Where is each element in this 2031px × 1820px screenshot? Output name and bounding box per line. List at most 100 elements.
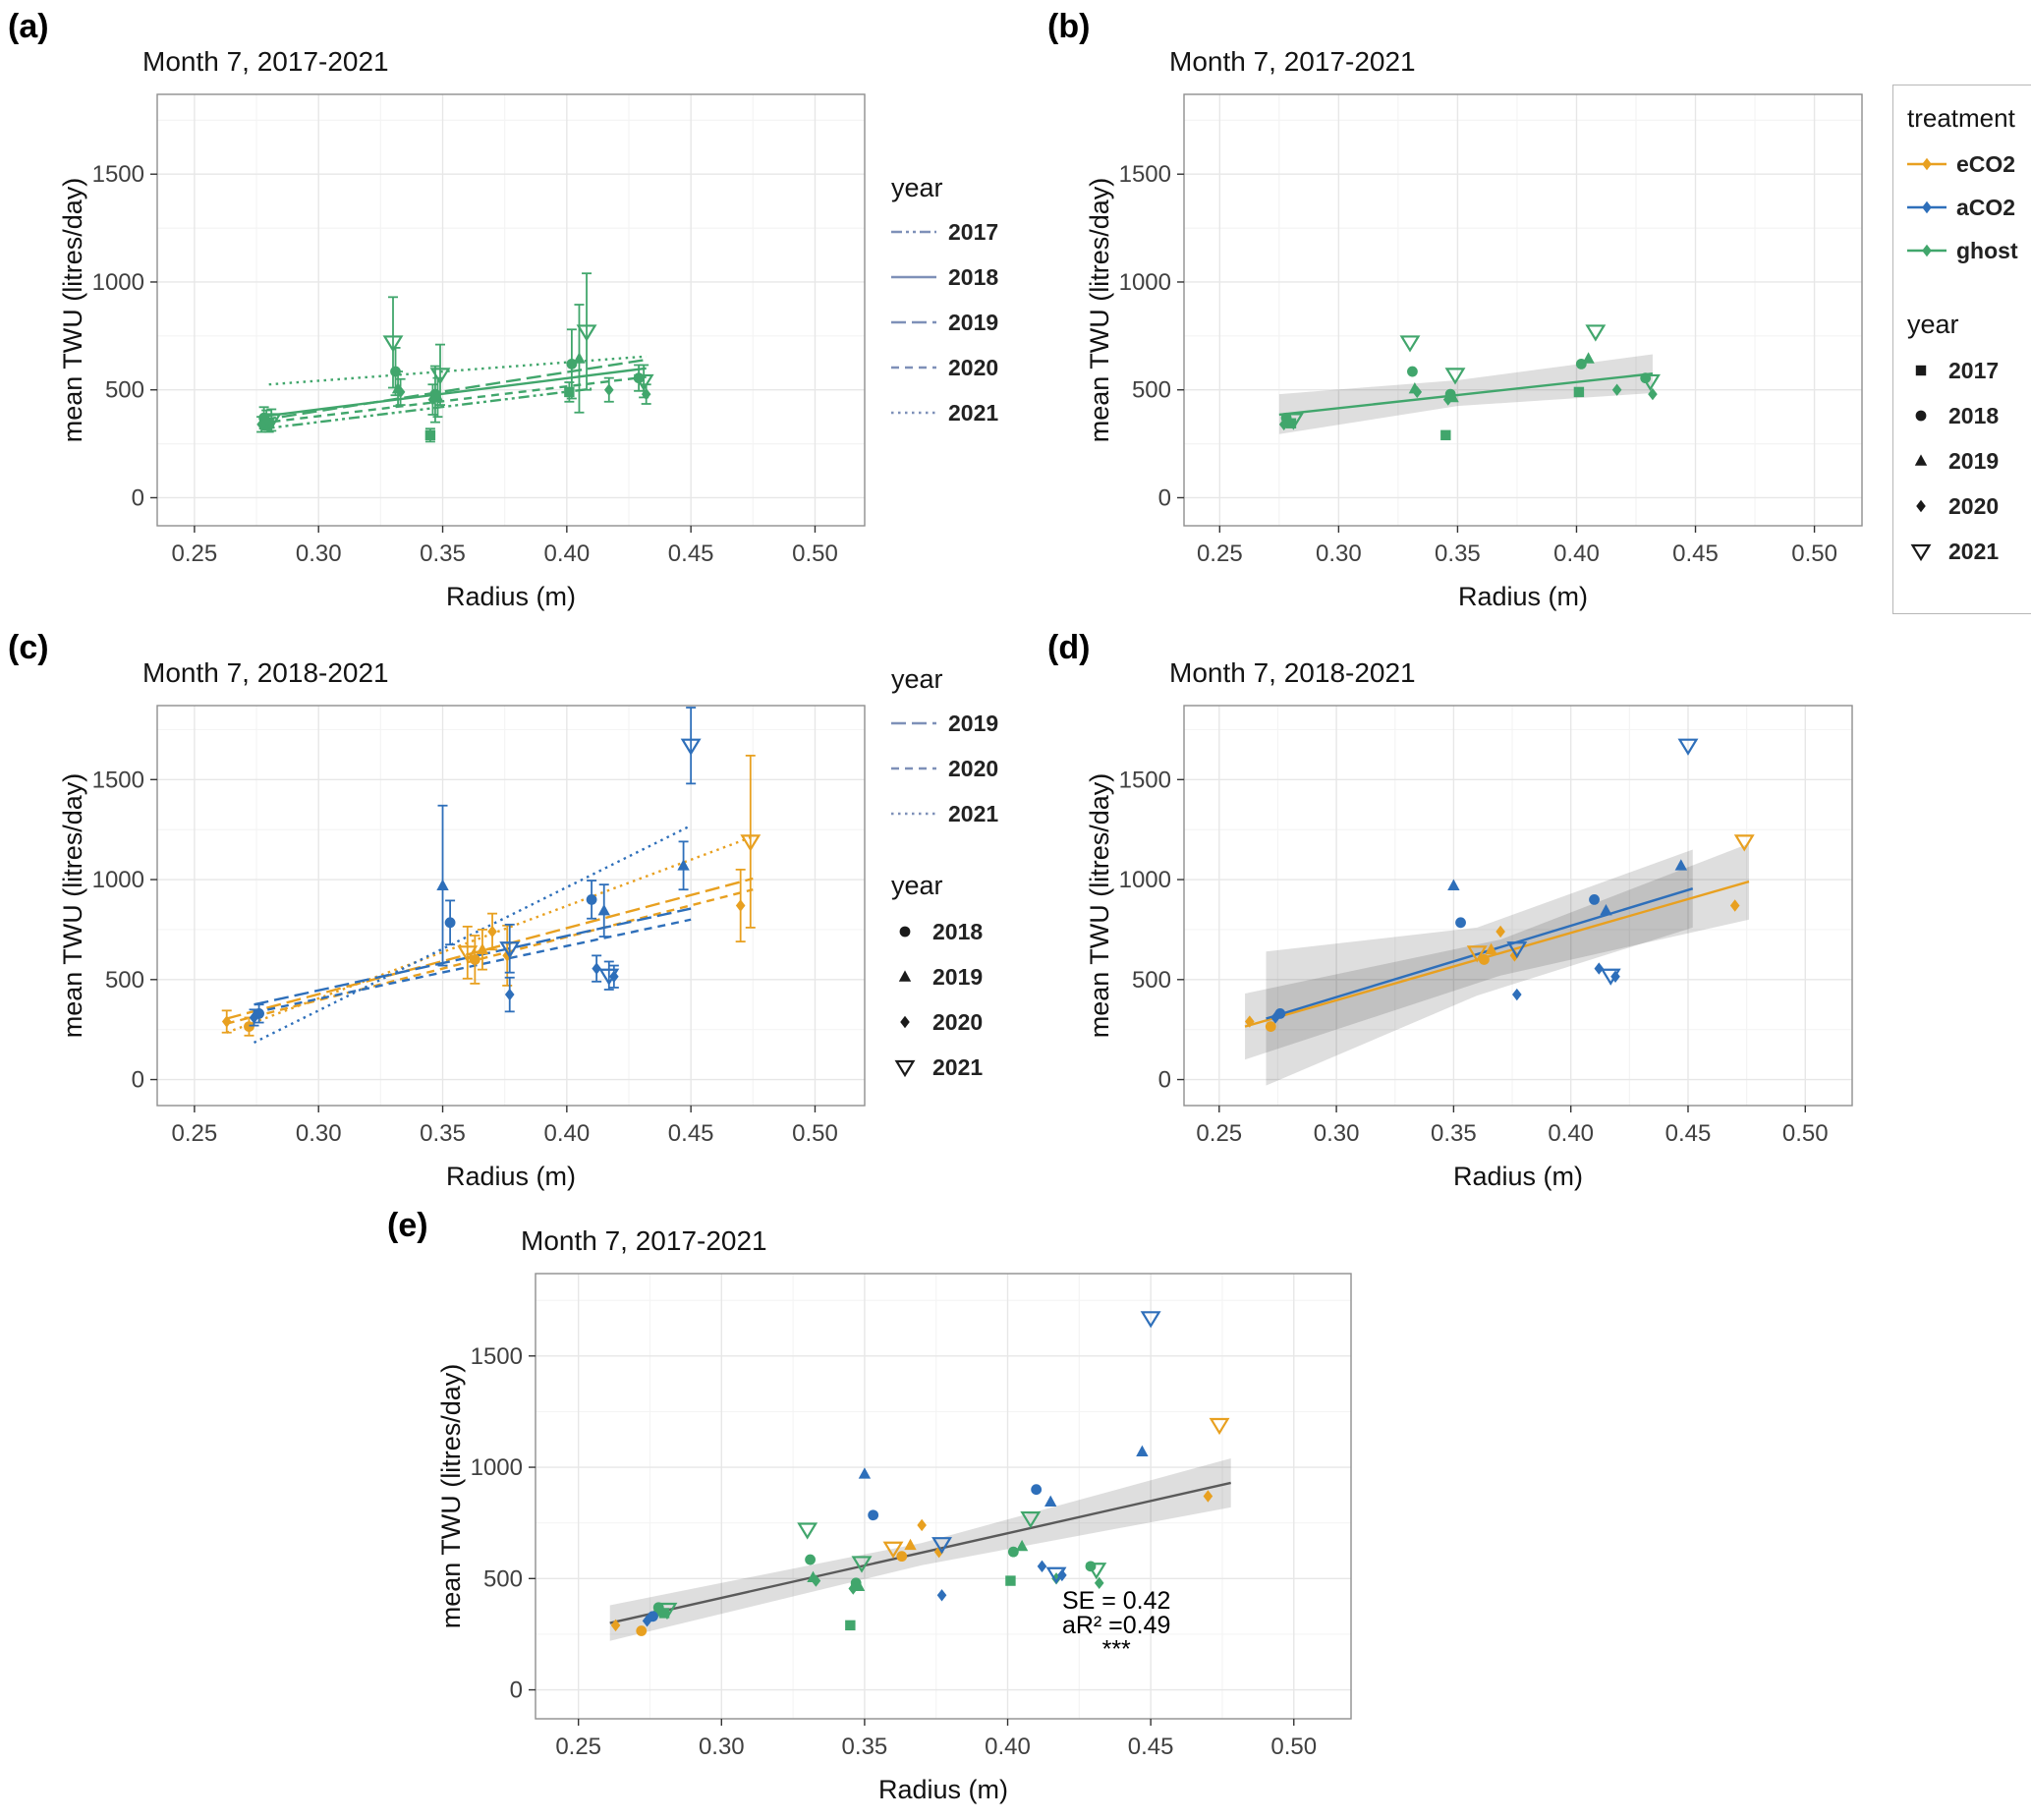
trend-line xyxy=(226,835,754,1034)
plot-border xyxy=(1183,705,1853,1107)
point-triangle-down-open xyxy=(1399,335,1421,353)
y-tick-label: 1000 xyxy=(471,1454,523,1481)
point-diamond xyxy=(917,1518,927,1532)
y-tick-label: 1000 xyxy=(92,269,144,296)
point-circle xyxy=(444,917,456,929)
point-triangle-down-open xyxy=(680,738,702,756)
stats-annotation: aR² =0.49 xyxy=(1062,1612,1171,1639)
x-axis-label: Radius (m) xyxy=(1458,582,1588,611)
point-square xyxy=(1440,429,1451,441)
point-diamond xyxy=(641,387,651,401)
point-diamond xyxy=(735,899,746,912)
point-triangle xyxy=(1136,1445,1149,1456)
y-tick-label: 1500 xyxy=(1119,767,1171,793)
trend-line xyxy=(609,1481,1231,1624)
series-aCO2-2021 xyxy=(1506,738,1699,986)
x-tick-label: 0.50 xyxy=(792,540,838,567)
y-tick-label: 0 xyxy=(510,1678,523,1704)
point-diamond xyxy=(933,1545,944,1559)
point-triangle-down-open xyxy=(894,1059,916,1078)
chart-panel-c: 0.25 0.30 0.35 0.40 0.45 0.50 0 500 1000 1500 Radi… xyxy=(54,649,879,1204)
series-eCO2-2019 xyxy=(476,929,489,971)
series-eCO2-2019 xyxy=(904,1538,917,1551)
point-triangle-down-open xyxy=(457,945,479,963)
y-tick-label: 1500 xyxy=(471,1343,523,1370)
point-triangle-down-open xyxy=(598,968,620,986)
point-triangle-down-open xyxy=(429,368,451,385)
trend-line xyxy=(1266,887,1694,1020)
point-diamond xyxy=(427,393,438,406)
panel-title: Month 7, 2017-2021 xyxy=(142,46,389,77)
legend-entry-label: 2018 xyxy=(932,919,983,944)
y-axis-label: mean TWU (litres/day) xyxy=(1085,178,1114,443)
point-triangle xyxy=(476,942,489,955)
trend-line xyxy=(253,825,692,1044)
legend-entry-label: 2021 xyxy=(1948,539,1999,564)
legend-title: year xyxy=(1907,310,1959,339)
plot-background xyxy=(536,1274,1351,1719)
point-diamond xyxy=(1922,157,1932,171)
legend-entry-label: 2020 xyxy=(948,756,998,781)
point-circle xyxy=(1031,1484,1043,1496)
point-triangle xyxy=(858,1467,872,1479)
series-aCO2-2021 xyxy=(931,1311,1161,1584)
point-triangle xyxy=(1485,942,1497,955)
trend-line xyxy=(254,918,692,1014)
series-eCO2-2020 xyxy=(1245,899,1740,1028)
legend-entry-label: 2021 xyxy=(932,1054,983,1080)
legend-entry-label: 2021 xyxy=(948,801,998,826)
series-ghost-2020 xyxy=(256,376,651,433)
point-circle xyxy=(805,1554,816,1565)
point-circle xyxy=(1455,917,1466,929)
x-tick-label: 0.50 xyxy=(792,1120,838,1147)
y-tick-label: 500 xyxy=(105,377,144,404)
x-tick-label: 0.45 xyxy=(1128,1734,1174,1760)
plot-border xyxy=(156,93,866,527)
point-triangle-down-open xyxy=(1444,368,1466,385)
legend-entry-label: 2019 xyxy=(1948,448,1999,474)
point-triangle-down-open xyxy=(576,324,597,342)
panel-label-a: (a) xyxy=(8,8,49,45)
point-triangle-down-open xyxy=(1086,1563,1107,1580)
point-triangle-down-open xyxy=(499,941,521,959)
x-tick-label: 0.35 xyxy=(420,540,466,567)
series-eCO2-2018 xyxy=(636,1551,908,1636)
y-tick-label: 0 xyxy=(132,1067,144,1094)
panel-title: Month 7, 2018-2021 xyxy=(142,657,389,688)
legend-entry-label: 2020 xyxy=(1948,493,1999,519)
point-triangle-down-open xyxy=(382,335,404,353)
point-circle xyxy=(1915,410,1927,422)
trend-line xyxy=(258,367,647,419)
y-axis-label: mean TWU (litres/day) xyxy=(1085,773,1114,1039)
point-triangle-down-open xyxy=(1209,1417,1230,1436)
point-diamond xyxy=(1278,418,1289,431)
panel-label-b: (b) xyxy=(1047,8,1091,45)
legend-entry-label: 2020 xyxy=(932,1009,983,1035)
confidence-ribbon xyxy=(609,1457,1231,1641)
x-tick-label: 0.40 xyxy=(985,1734,1031,1760)
y-tick-label: 500 xyxy=(105,967,144,994)
point-triangle xyxy=(904,1538,917,1551)
x-tick-label: 0.45 xyxy=(668,1120,714,1147)
x-tick-label: 0.30 xyxy=(296,540,342,567)
point-circle xyxy=(469,954,480,965)
point-triangle-down-open xyxy=(1140,1311,1161,1329)
x-axis-label: Radius (m) xyxy=(446,582,576,611)
series-aCO2-2021 xyxy=(499,707,702,991)
x-axis-label: Radius (m) xyxy=(1453,1162,1583,1191)
point-diamond xyxy=(811,1574,821,1587)
point-triangle xyxy=(1600,903,1612,916)
panel-e-plot: 0.25 0.30 0.35 0.40 0.45 0.50 0 500 1000 1500 Radi… xyxy=(436,1225,1352,1804)
x-tick-label: 0.40 xyxy=(543,1120,590,1147)
x-tick-label: 0.40 xyxy=(1553,540,1600,567)
legend-year-linetypes-a: year 2017 2018 2019 2020 2021 xyxy=(889,171,1046,451)
trend-line xyxy=(268,355,647,386)
series-aCO2-2019 xyxy=(1447,859,1688,916)
y-axis-label: mean TWU (litres/day) xyxy=(58,773,87,1039)
x-tick-label: 0.50 xyxy=(1791,540,1837,567)
panel-a-plot: 0.25 0.30 0.35 0.40 0.45 0.50 0 500 1000 1500 Radi… xyxy=(58,46,866,611)
y-tick-label: 0 xyxy=(132,484,144,511)
plot-background xyxy=(1184,94,1862,526)
